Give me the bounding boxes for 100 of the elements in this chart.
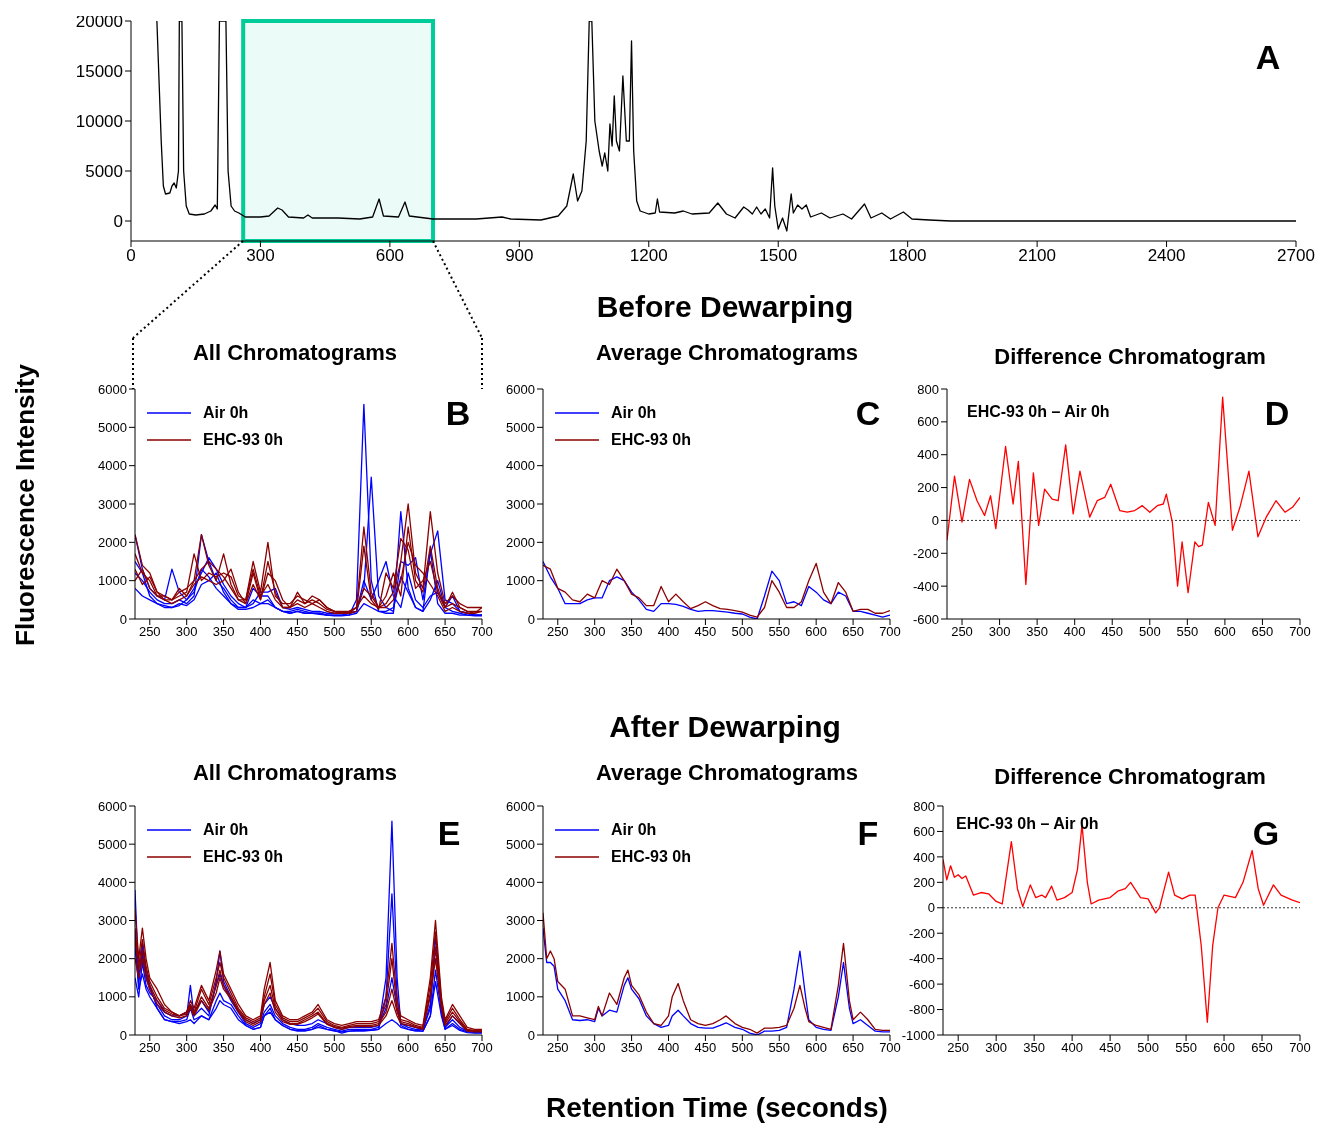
x-tick-label: 2100 (1018, 246, 1057, 266)
y-tick-label: 400 (913, 849, 935, 865)
x-axis-title: Retention Time (seconds) (546, 1092, 888, 1123)
text: Before Dewarping (596, 290, 854, 323)
y-tick-label: 6000 (506, 381, 535, 397)
annotation: G (1252, 814, 1280, 852)
x-tick-label: 600 (1213, 1040, 1235, 1056)
y-tick-label: 600 (917, 414, 939, 430)
x-tick-label: 500 (1137, 1040, 1159, 1056)
y-tick-label: -400 (912, 578, 939, 594)
x-tick-label: 400 (657, 1040, 680, 1056)
y-tick-label: 1000 (506, 573, 535, 589)
x-tick-label: 600 (1214, 624, 1236, 640)
y-tick-label: 0 (119, 611, 127, 627)
x-tick-label: 600 (805, 624, 828, 640)
annotation: F (857, 814, 879, 852)
legend-label: EHC-93 0h (611, 847, 692, 866)
legend-label: Air 0h (611, 820, 657, 839)
chart-title: Difference Chromatogram (994, 764, 1266, 789)
y-tick-label: 1000 (98, 989, 127, 1005)
x-tick-label: 600 (375, 246, 405, 266)
x-tick-label: 300 (175, 624, 198, 640)
y-tick-label: 20000 (75, 12, 123, 32)
x-tick-label: 500 (323, 1040, 346, 1056)
y-tick-label: 15000 (75, 62, 123, 82)
x-tick-label: 350 (212, 624, 235, 640)
y-tick-label: -800 (908, 1002, 935, 1018)
x-tick-label: 900 (505, 246, 534, 266)
annotation: E (437, 814, 461, 852)
x-tick-label: 700 (471, 1040, 493, 1056)
x-tick-label: 350 (212, 1040, 235, 1056)
x-tick-label: 700 (1289, 624, 1311, 640)
y-tick-label: 2000 (506, 951, 535, 967)
x-tick-label: 300 (583, 624, 606, 640)
x-tick-label: 300 (988, 624, 1011, 640)
y-tick-label: 0 (527, 611, 535, 627)
y-axis-title: Fluorescence Intensity (10, 364, 40, 646)
y-tick-label: 3000 (506, 913, 535, 929)
x-tick-label: 300 (246, 246, 275, 266)
chart-title: Difference Chromatogram (994, 344, 1266, 369)
y-tick-label: 0 (927, 900, 935, 916)
x-tick-label: 250 (546, 1040, 569, 1056)
annotation: D (1264, 394, 1290, 432)
legend-label: Air 0h (611, 403, 657, 422)
y-tick-label: 0 (527, 1027, 535, 1043)
chart-title: All Chromatograms (192, 760, 398, 785)
legend-label: EHC-93 0h (203, 430, 284, 449)
y-tick-label: 6000 (506, 798, 535, 814)
x-tick-label: 250 (951, 624, 973, 640)
x-tick-label: 550 (360, 1040, 383, 1056)
x-tick-label: 650 (1251, 624, 1274, 640)
x-tick-label: 350 (1023, 1040, 1045, 1056)
y-tick-label: 600 (913, 824, 935, 840)
y-tick-label: 4000 (506, 458, 535, 474)
x-tick-label: 400 (657, 624, 680, 640)
x-tick-label: 700 (879, 1040, 901, 1056)
legend-label: Air 0h (203, 403, 249, 422)
y-tick-label: 1000 (98, 573, 127, 589)
x-tick-label: 350 (620, 624, 643, 640)
y-tick-label: 400 (917, 447, 939, 463)
y-tick-label: 4000 (506, 874, 535, 890)
y-tick-label: 2000 (98, 951, 127, 967)
x-tick-label: 300 (583, 1040, 606, 1056)
y-tick-label: -600 (908, 976, 935, 992)
y-tick-label: 200 (917, 480, 939, 496)
x-tick-label: 500 (1138, 624, 1161, 640)
x-tick-label: 550 (360, 624, 383, 640)
y-tick-label: 2000 (506, 534, 535, 550)
x-tick-label: 300 (175, 1040, 198, 1056)
chart-title: Average Chromatograms (595, 340, 859, 365)
x-tick-label: 250 (138, 1040, 161, 1056)
y-tick-label: 3000 (506, 496, 535, 512)
y-tick-label: 0 (931, 513, 939, 529)
y-tick-label: -1000 (901, 1027, 935, 1043)
y-tick-label: -400 (908, 951, 935, 967)
x-tick-label: 650 (1251, 1040, 1273, 1056)
y-tick-label: 5000 (98, 836, 127, 852)
legend-label: EHC-93 0h (203, 847, 284, 866)
x-tick-label: 450 (286, 624, 309, 640)
y-tick-label: 200 (913, 874, 935, 890)
y-tick-label: 800 (917, 381, 939, 397)
x-tick-label: 500 (731, 1040, 754, 1056)
x-tick-label: 2700 (1277, 246, 1315, 266)
y-tick-label: -200 (912, 545, 939, 561)
x-tick-label: 550 (768, 624, 791, 640)
x-tick-label: 400 (1063, 624, 1086, 640)
y-tick-label: 800 (913, 798, 935, 814)
x-tick-label: 700 (1289, 1040, 1311, 1056)
y-tick-label: 2000 (98, 534, 127, 550)
x-tick-label: 2400 (1147, 246, 1186, 266)
text: After Dewarping (609, 710, 841, 743)
y-tick-label: 10000 (75, 112, 123, 132)
y-tick-label: 0 (119, 1027, 127, 1043)
annotation: C (855, 394, 881, 432)
x-tick-label: 600 (397, 1040, 420, 1056)
annotation: A (1255, 38, 1281, 76)
legend-label: Air 0h (203, 820, 249, 839)
y-tick-label: -200 (908, 925, 935, 941)
y-tick-label: 4000 (98, 874, 127, 890)
x-tick-label: 1800 (888, 246, 927, 266)
